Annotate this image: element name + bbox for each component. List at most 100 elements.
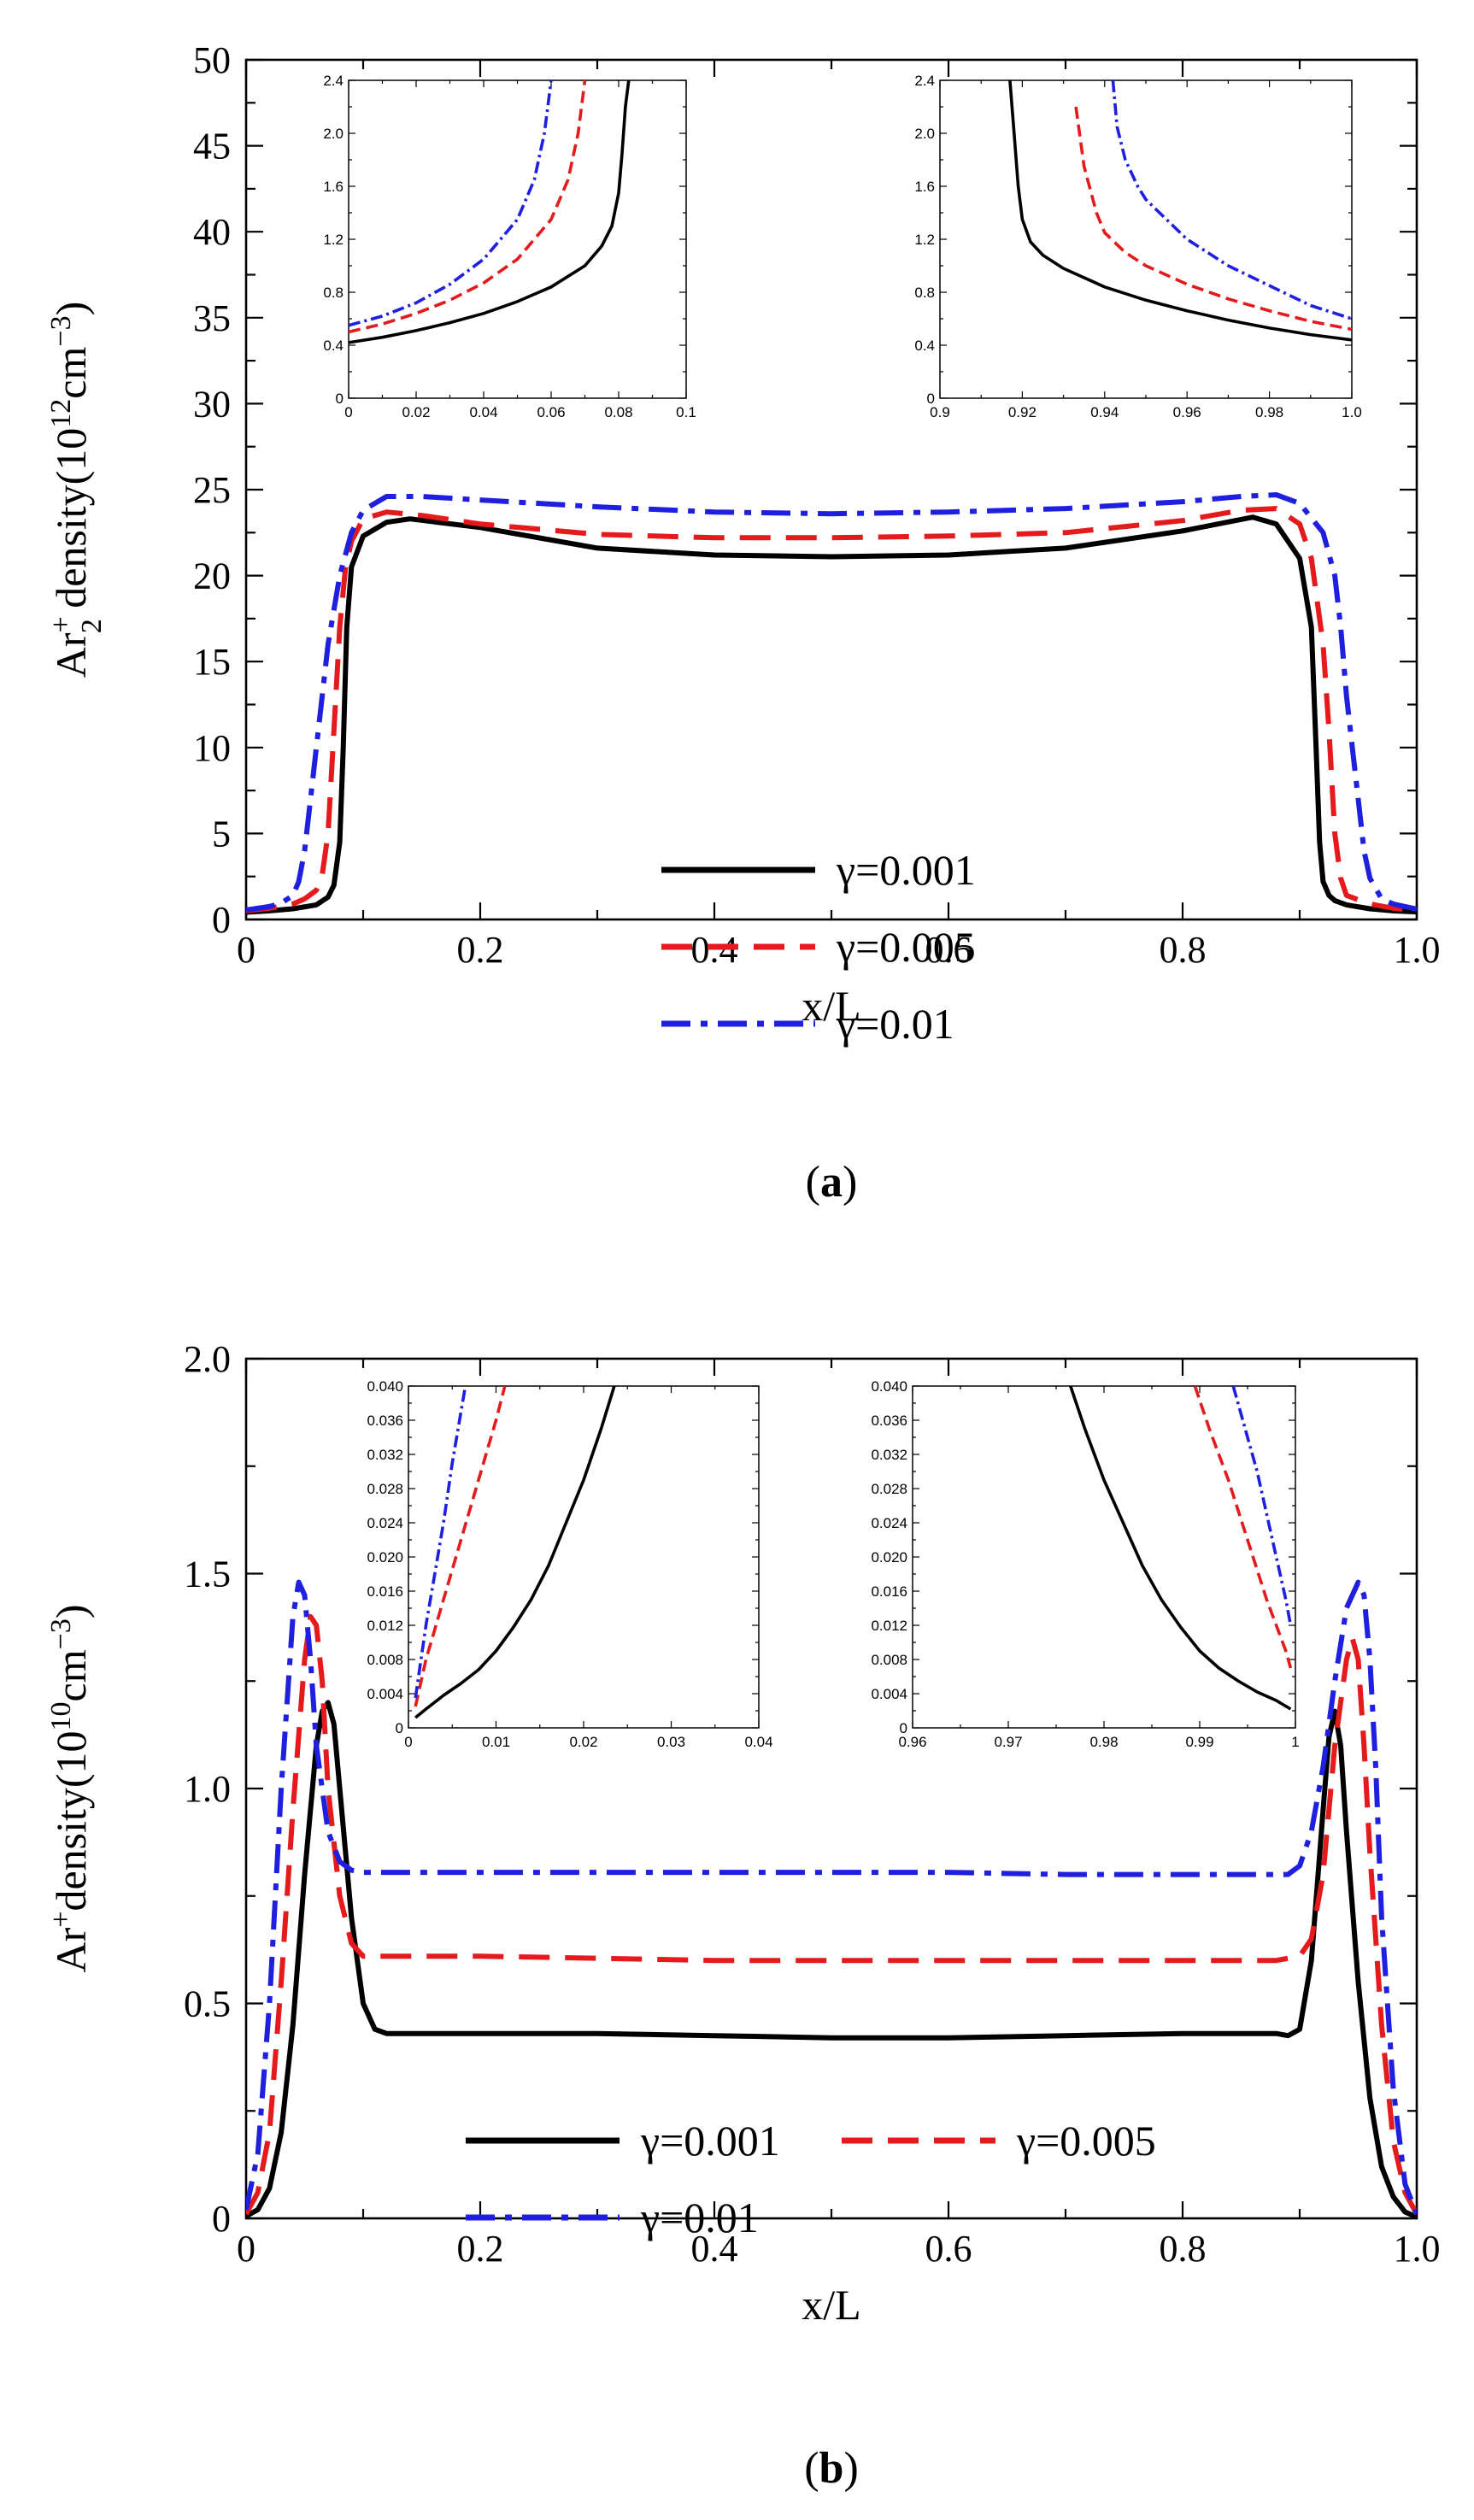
x-tick-label: 0.9 (930, 404, 950, 420)
y-tick-label: 30 (193, 383, 231, 425)
y-tick-label: 0 (212, 899, 231, 941)
x-tick-label: 1 (1291, 1734, 1299, 1750)
series-line-solid (246, 514, 1417, 915)
y-tick-label: 45 (193, 126, 231, 167)
y-tick-label: 0 (927, 391, 935, 407)
x-tick-label: 0.99 (1185, 1734, 1213, 1750)
y-axis-label: Ar+density(1010cm−3) (45, 1605, 95, 1973)
x-tick-label: 0.04 (744, 1734, 772, 1750)
y-axis-label-pre: Ar (47, 632, 95, 678)
y-tick-label: 0.016 (871, 1583, 907, 1600)
legend-label: γ=0.01 (640, 2194, 759, 2241)
caption-letter: a (820, 1158, 843, 1207)
y-tick-label: 0.028 (871, 1481, 907, 1497)
y-tick-label: 0.028 (367, 1481, 403, 1497)
legend-item: γ=0.001 (661, 846, 976, 894)
y-tick-label: 2.0 (184, 1338, 231, 1380)
panel-a: 00.20.40.60.81.00510152025303540455000.0… (45, 39, 1441, 1207)
y-tick-label: 1.2 (914, 232, 935, 248)
y-tick-label: 0.024 (871, 1515, 907, 1531)
series-line-solid (246, 1700, 1417, 2218)
y-tick-label: 0.040 (367, 1378, 403, 1395)
y-tick-label: 0.024 (367, 1515, 403, 1531)
x-tick-label: 0.8 (1160, 2228, 1207, 2270)
y-tick-label: 0.032 (367, 1447, 403, 1463)
x-tick-label: 0.92 (1008, 404, 1036, 420)
legend-label: γ=0.01 (836, 1000, 954, 1048)
y-tick-label: 0.004 (871, 1686, 907, 1702)
plot-frame (912, 1385, 1296, 1729)
caption-close: ) (843, 2444, 858, 2493)
legend-item: γ=0.01 (661, 1000, 954, 1048)
x-tick-label: 0 (344, 404, 352, 420)
caption-close: ) (843, 1158, 857, 1207)
y-tick-label: 5 (212, 813, 231, 855)
y-tick-label: 20 (193, 555, 231, 597)
y-tick-label: 0 (396, 1720, 403, 1736)
x-tick-label: 0.98 (1255, 404, 1283, 420)
y-tick-label: 0.8 (914, 285, 935, 301)
y-axis-label-mid: density(10 (47, 428, 95, 620)
caption-open: ( (806, 1158, 820, 1207)
y-tick-label: 0.036 (367, 1413, 403, 1429)
legend-item: γ=0.01 (466, 2194, 759, 2241)
y-axis-label-unit: cm (47, 347, 95, 399)
series-line-dashdot (246, 492, 1417, 913)
inset-background (408, 1386, 759, 1728)
y-axis-label-sup: + (45, 1912, 77, 1928)
inset-series-line-dashdot (414, 1386, 467, 1699)
y-tick-label: 35 (193, 297, 231, 339)
x-tick-label: 0 (237, 929, 255, 971)
plot-frame (244, 1357, 1418, 2220)
y-tick-label: 0.032 (871, 1447, 907, 1463)
inset-right: 0.96 0.97 0.98 0.99 1 0 0.004 0.008 0.012 0.016 0.… (871, 1378, 1299, 1750)
inset-left: 0 0.02 0.04 0.06 0.08 0.1 0 0.4 0.8 1.2 1.6 2.0 2.4 (323, 73, 696, 420)
inset-series-line-solid (1069, 1386, 1292, 1711)
x-tick-label: 0.01 (482, 1734, 510, 1750)
y-tick-label: 10 (193, 727, 231, 769)
y-tick-label: 2.4 (914, 73, 935, 89)
plot-frame (348, 79, 687, 399)
series-line-dash (246, 1613, 1417, 2216)
panel-caption: (a) (806, 1158, 858, 1207)
x-tick-label: 1.0 (1394, 929, 1441, 971)
inset-background (349, 80, 686, 398)
series-line-dash (246, 506, 1417, 913)
plot-frame (408, 1385, 760, 1729)
y-tick-label: 0.012 (871, 1618, 907, 1634)
y-tick-label: 0 (212, 2198, 231, 2240)
legend-item: γ=0.005 (661, 923, 976, 971)
series-line-dashdot (246, 1579, 1417, 2216)
y-tick-label: 0 (900, 1720, 907, 1736)
inset-series-line-dashdot (1111, 80, 1352, 320)
legend-item: γ=0.001 (466, 2117, 780, 2165)
y-tick-label: 0.8 (323, 285, 344, 301)
y-tick-label: 25 (193, 469, 231, 511)
x-tick-label: 0.4 (691, 2228, 738, 2270)
x-tick-label: 0.98 (1089, 1734, 1118, 1750)
caption-letter: b (819, 2444, 844, 2493)
inset-background (940, 80, 1352, 398)
y-tick-label: 0.020 (367, 1549, 403, 1565)
y-axis-label-pre: Ar (47, 1927, 95, 1972)
y-tick-label: 0.4 (323, 338, 344, 354)
y-tick-label: 0.012 (367, 1618, 403, 1634)
x-tick-label: 1.0 (1394, 2228, 1441, 2270)
y-tick-label: 1.0 (184, 1768, 231, 1810)
x-tick-label: 0 (404, 1734, 412, 1750)
legend-label: γ=0.005 (1016, 2117, 1156, 2165)
y-tick-label: 0.008 (367, 1652, 403, 1668)
inset-series-line-dash (1074, 106, 1352, 332)
x-tick-label: 0.96 (1173, 404, 1201, 420)
y-tick-label: 0.016 (367, 1583, 403, 1600)
y-tick-label: 0.004 (367, 1686, 403, 1702)
x-tick-label: 1.0 (1342, 404, 1362, 420)
plot-frame (244, 58, 1418, 921)
y-tick-label: 0.5 (184, 1983, 231, 2025)
y-tick-label: 15 (193, 641, 231, 683)
y-axis-label-close: ) (47, 1605, 95, 1619)
inset-series-line-dashdot (349, 80, 553, 327)
y-tick-label: 1.2 (323, 232, 344, 248)
y-tick-label: 2.4 (323, 73, 344, 89)
inset-series-line-solid (349, 80, 631, 344)
